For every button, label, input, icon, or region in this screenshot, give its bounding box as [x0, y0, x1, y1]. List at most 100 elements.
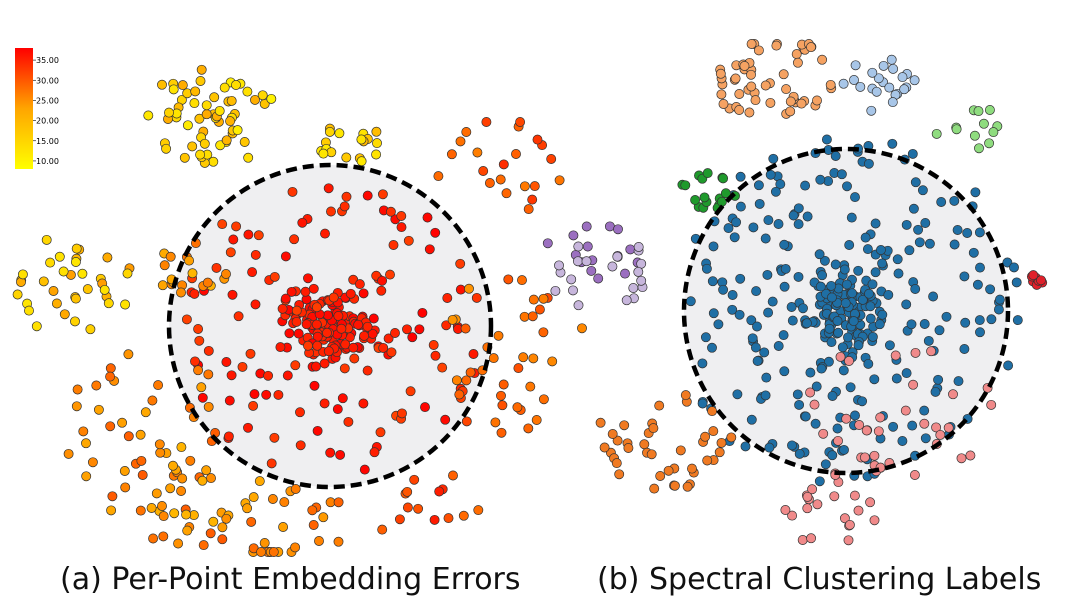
scatter-point: [441, 320, 452, 331]
scatter-point: [341, 152, 352, 163]
scatter-point: [233, 311, 244, 322]
scatter-point: [182, 88, 193, 99]
scatter-point: [892, 254, 903, 265]
scatter-point: [748, 222, 759, 233]
scatter-point: [581, 256, 592, 267]
scatter-point: [153, 380, 164, 391]
scatter-point: [1036, 275, 1046, 286]
scatter-point: [433, 171, 444, 182]
scatter-point: [250, 299, 261, 310]
scatter-point: [814, 249, 825, 260]
scatter-point: [897, 436, 908, 446]
scatter-point: [529, 181, 540, 192]
scatter-point: [972, 279, 983, 290]
scatter-point: [687, 463, 697, 474]
scatter-point: [713, 319, 724, 330]
scatter-point: [778, 330, 789, 341]
scatter-point: [935, 429, 946, 440]
scatter-point: [974, 143, 984, 154]
scatter-point: [137, 470, 148, 480]
scatter-point: [920, 218, 931, 228]
scatter-point: [765, 97, 776, 108]
scatter-point: [731, 217, 742, 228]
scatter-point: [341, 191, 352, 202]
scatter-point: [396, 222, 407, 233]
scatter-point: [24, 305, 34, 316]
scatter-point: [812, 95, 822, 106]
scatter-point: [907, 420, 918, 431]
scatter-point: [701, 263, 712, 274]
scatter-point: [974, 227, 985, 238]
scatter-point: [973, 106, 984, 117]
scatter-point: [901, 299, 912, 310]
scatter-point: [838, 78, 849, 89]
scatter-point: [422, 212, 433, 223]
scatter-point: [941, 311, 952, 322]
scatter-point: [538, 293, 549, 304]
scatter-point: [985, 284, 996, 295]
scatter-point: [825, 79, 836, 90]
scatter-point: [221, 269, 231, 279]
scatter-point: [182, 525, 193, 536]
scatter-point: [746, 315, 757, 326]
scatter-point: [928, 291, 939, 302]
scatter-point: [862, 244, 873, 255]
scatter-point: [515, 117, 526, 127]
scatter-point: [307, 505, 318, 516]
panel-a-scatter: [12, 64, 587, 557]
scatter-point: [718, 99, 729, 109]
scatter-point: [523, 423, 534, 434]
scatter-point: [800, 180, 811, 191]
scatter-point: [718, 173, 729, 184]
scatter-point: [237, 361, 248, 372]
scatter-point: [261, 389, 272, 400]
scatter-point: [478, 166, 489, 176]
scatter-point: [934, 325, 945, 336]
scatter-point: [424, 244, 435, 255]
scatter-point: [214, 105, 225, 116]
scatter-point: [785, 96, 796, 107]
scatter-point: [362, 190, 373, 201]
scatter-point: [461, 127, 472, 137]
scatter-point: [185, 455, 196, 466]
scatter-point: [198, 540, 209, 551]
scatter-point: [513, 363, 524, 374]
scatter-point: [919, 405, 930, 416]
scatter-point: [978, 118, 989, 129]
scatter-point: [498, 159, 509, 170]
scatter-point: [308, 283, 319, 294]
scatter-point: [867, 67, 878, 78]
scatter-point: [519, 311, 530, 322]
scatter-point: [595, 417, 606, 428]
scatter-point: [747, 333, 758, 344]
scatter-point: [832, 423, 843, 434]
scatter-point: [201, 100, 212, 111]
scatter-point: [147, 395, 158, 406]
scatter-point: [890, 350, 901, 361]
scatter-point: [919, 418, 930, 429]
scatter-point: [190, 86, 201, 97]
scatter-point: [512, 402, 523, 413]
scatter-point: [628, 283, 639, 293]
scatter-point: [568, 285, 578, 296]
scatter-point: [203, 369, 214, 380]
scatter-point: [870, 267, 881, 278]
scatter-point: [151, 488, 162, 499]
scatter-point: [568, 230, 579, 241]
scatter-point: [290, 360, 301, 371]
scatter-point: [38, 276, 49, 287]
scatter-point: [397, 408, 407, 419]
scatter-point: [962, 228, 973, 238]
scatter-point: [325, 447, 336, 458]
colorbar: 35.00 30.00 25.00 20.00 15.00 10.00: [15, 48, 59, 169]
scatter-point: [259, 538, 270, 548]
scatter-point: [519, 181, 530, 192]
scatter-point: [612, 251, 623, 262]
scatter-point: [663, 465, 674, 476]
scatter-point: [287, 186, 298, 197]
scatter-point: [734, 105, 745, 115]
scatter-point: [388, 240, 399, 250]
scatter-point: [319, 358, 330, 369]
scatter-point: [793, 271, 804, 282]
scatter-point: [874, 319, 885, 330]
